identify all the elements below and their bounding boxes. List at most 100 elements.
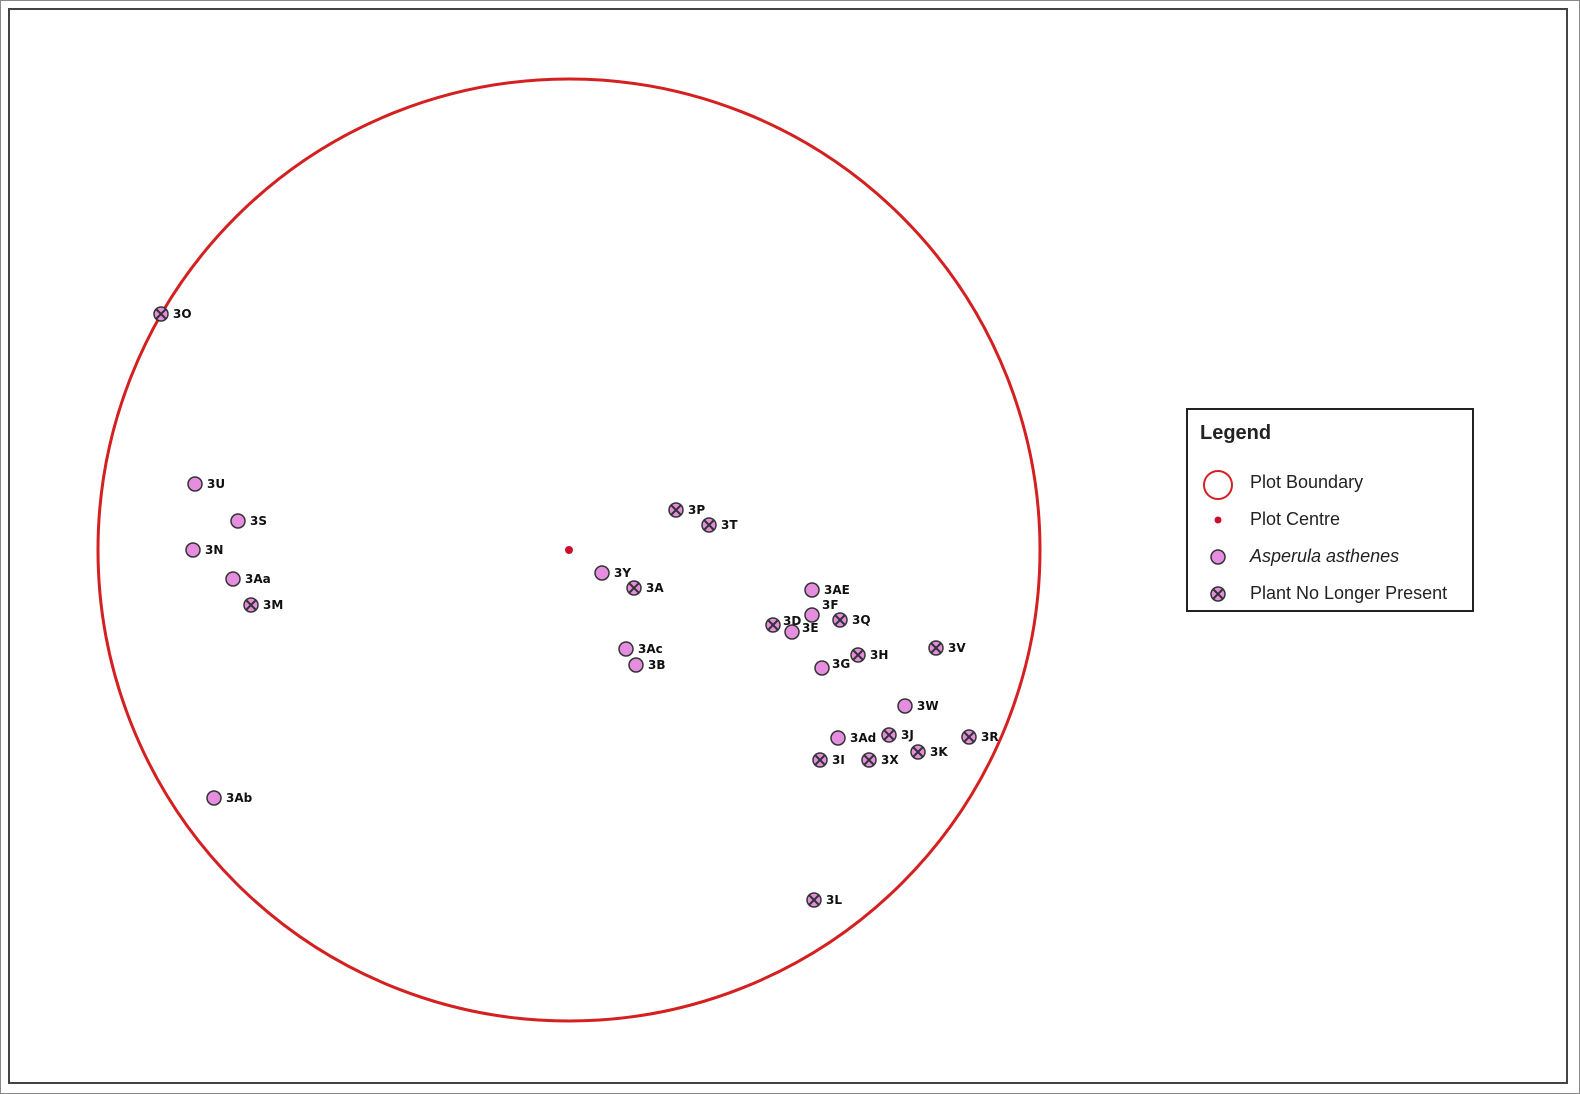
plant-marker-3s: 3S <box>230 513 267 529</box>
plant-marker-3v: 3V <box>928 640 966 656</box>
legend-title: Legend <box>1200 422 1272 444</box>
plant-label: 3AE <box>824 583 850 597</box>
legend-item-plot-boundary: Plot Boundary <box>1188 466 1472 500</box>
asperula-plant-icon <box>206 790 222 806</box>
plot-centre-marker <box>565 546 573 554</box>
plant-label: 3X <box>881 753 899 767</box>
asperula-plant-icon <box>804 582 820 598</box>
asperula-plant-icon <box>187 476 203 492</box>
plant-label: 3K <box>930 745 948 759</box>
plant-label: 3Ad <box>850 731 876 745</box>
plant-marker-3x: 3X <box>861 752 899 768</box>
plant-marker-3d: 3D <box>765 614 801 633</box>
plant-label: 3O <box>173 307 192 321</box>
plant-marker-3l: 3L <box>806 892 842 908</box>
plant-marker-3r: 3R <box>961 729 999 745</box>
asperula-plant-icon <box>830 730 846 746</box>
cross-mark <box>808 894 820 906</box>
plant-label: 3B <box>648 658 666 672</box>
cross-mark <box>155 308 167 320</box>
legend: Legend Plot Boundary Plot Centre Asperul… <box>1186 408 1474 612</box>
plant-marker-3ae: 3AE <box>804 582 850 598</box>
cross-mark <box>814 754 826 766</box>
plant-label: 3A <box>646 581 664 595</box>
asperula-plant-icon <box>230 513 246 529</box>
asperula-plant-icon <box>784 624 800 640</box>
plant-marker-3q: 3Q <box>832 612 871 628</box>
plant-marker-3g: 3G <box>814 657 850 676</box>
plant-label: 3Ac <box>638 642 663 656</box>
plant-label: 3I <box>832 753 845 767</box>
asperula-plant-icon <box>897 698 913 714</box>
cross-mark <box>852 649 864 661</box>
plant-marker-3t: 3T <box>701 517 738 533</box>
plant-label: 3R <box>981 730 999 744</box>
plant-marker-3ac: 3Ac <box>618 641 663 657</box>
plot-centre-icon <box>1214 516 1222 524</box>
asperula-plant-icon <box>804 607 820 623</box>
plant-marker-3aa: 3Aa <box>225 571 271 587</box>
plant-label: 3H <box>870 648 888 662</box>
plant-marker-3b: 3B <box>628 657 666 673</box>
plant-label: 3L <box>826 893 842 907</box>
plant-label: 3Ab <box>226 791 253 805</box>
plot-boundary-circle <box>96 77 1042 1023</box>
legend-item-absent-plant: Plant No Longer Present <box>1188 577 1472 611</box>
plant-marker-3w: 3W <box>897 698 939 714</box>
asperula-plant-icon <box>185 542 201 558</box>
plant-marker-3j: 3J <box>881 727 914 743</box>
plant-label: 3U <box>207 477 225 491</box>
plant-marker-3p: 3P <box>668 502 705 518</box>
asperula-plant-icon <box>618 641 634 657</box>
cross-mark <box>628 582 640 594</box>
plant-marker-3u: 3U <box>187 476 225 492</box>
plant-label: 3G <box>832 657 850 671</box>
plant-marker-3ad: 3Ad <box>830 730 876 746</box>
plant-label: 3W <box>917 699 939 713</box>
plant-marker-3o: 3O <box>153 306 192 322</box>
cross-mark <box>863 754 875 766</box>
plant-marker-3i: 3I <box>812 752 845 768</box>
asperula-plant-icon <box>594 565 610 581</box>
plant-label: 3M <box>263 598 283 612</box>
cross-mark <box>930 642 942 654</box>
plant-marker-3n: 3N <box>185 542 223 558</box>
plant-label: 3Q <box>852 613 871 627</box>
plant-marker-3a: 3A <box>626 580 664 596</box>
plant-marker-3ab: 3Ab <box>206 790 253 806</box>
plant-label: 3T <box>721 518 738 532</box>
legend-label: Plot Boundary <box>1250 472 1364 492</box>
asperula-plant-icon <box>628 657 644 673</box>
legend-label: Plot Centre <box>1250 509 1341 529</box>
plant-label: 3S <box>250 514 267 528</box>
asperula-plant-icon <box>814 660 830 676</box>
asperula-plant-icon <box>225 571 241 587</box>
plant-label: 3P <box>688 503 705 517</box>
cross-mark <box>767 619 779 631</box>
cross-mark <box>963 731 975 743</box>
legend-item-asperula: Asperula asthenes <box>1188 540 1472 574</box>
absent-plant-icon <box>1210 586 1226 602</box>
plant-marker-3f: 3F <box>804 598 839 623</box>
plant-label: 3F <box>822 598 839 612</box>
plant-marker-3h: 3H <box>850 647 888 663</box>
plant-label: 3D <box>783 614 801 628</box>
plant-marker-3k: 3K <box>910 744 948 760</box>
legend-label: Asperula asthenes <box>1250 546 1400 566</box>
cross-mark <box>834 614 846 626</box>
cross-mark <box>883 729 895 741</box>
plant-label: 3V <box>948 641 966 655</box>
cross-mark <box>670 504 682 516</box>
plant-label: 3Y <box>614 566 631 580</box>
plot-boundary-icon <box>1203 470 1233 500</box>
plant-marker-3e: 3E <box>784 621 819 640</box>
legend-item-plot-centre: Plot Centre <box>1188 503 1472 537</box>
plant-label: 3Aa <box>245 572 271 586</box>
plant-marker-3m: 3M <box>243 597 283 613</box>
cross-mark <box>912 746 924 758</box>
plant-label: 3N <box>205 543 223 557</box>
cross-mark <box>703 519 715 531</box>
plant-label: 3E <box>802 621 819 635</box>
